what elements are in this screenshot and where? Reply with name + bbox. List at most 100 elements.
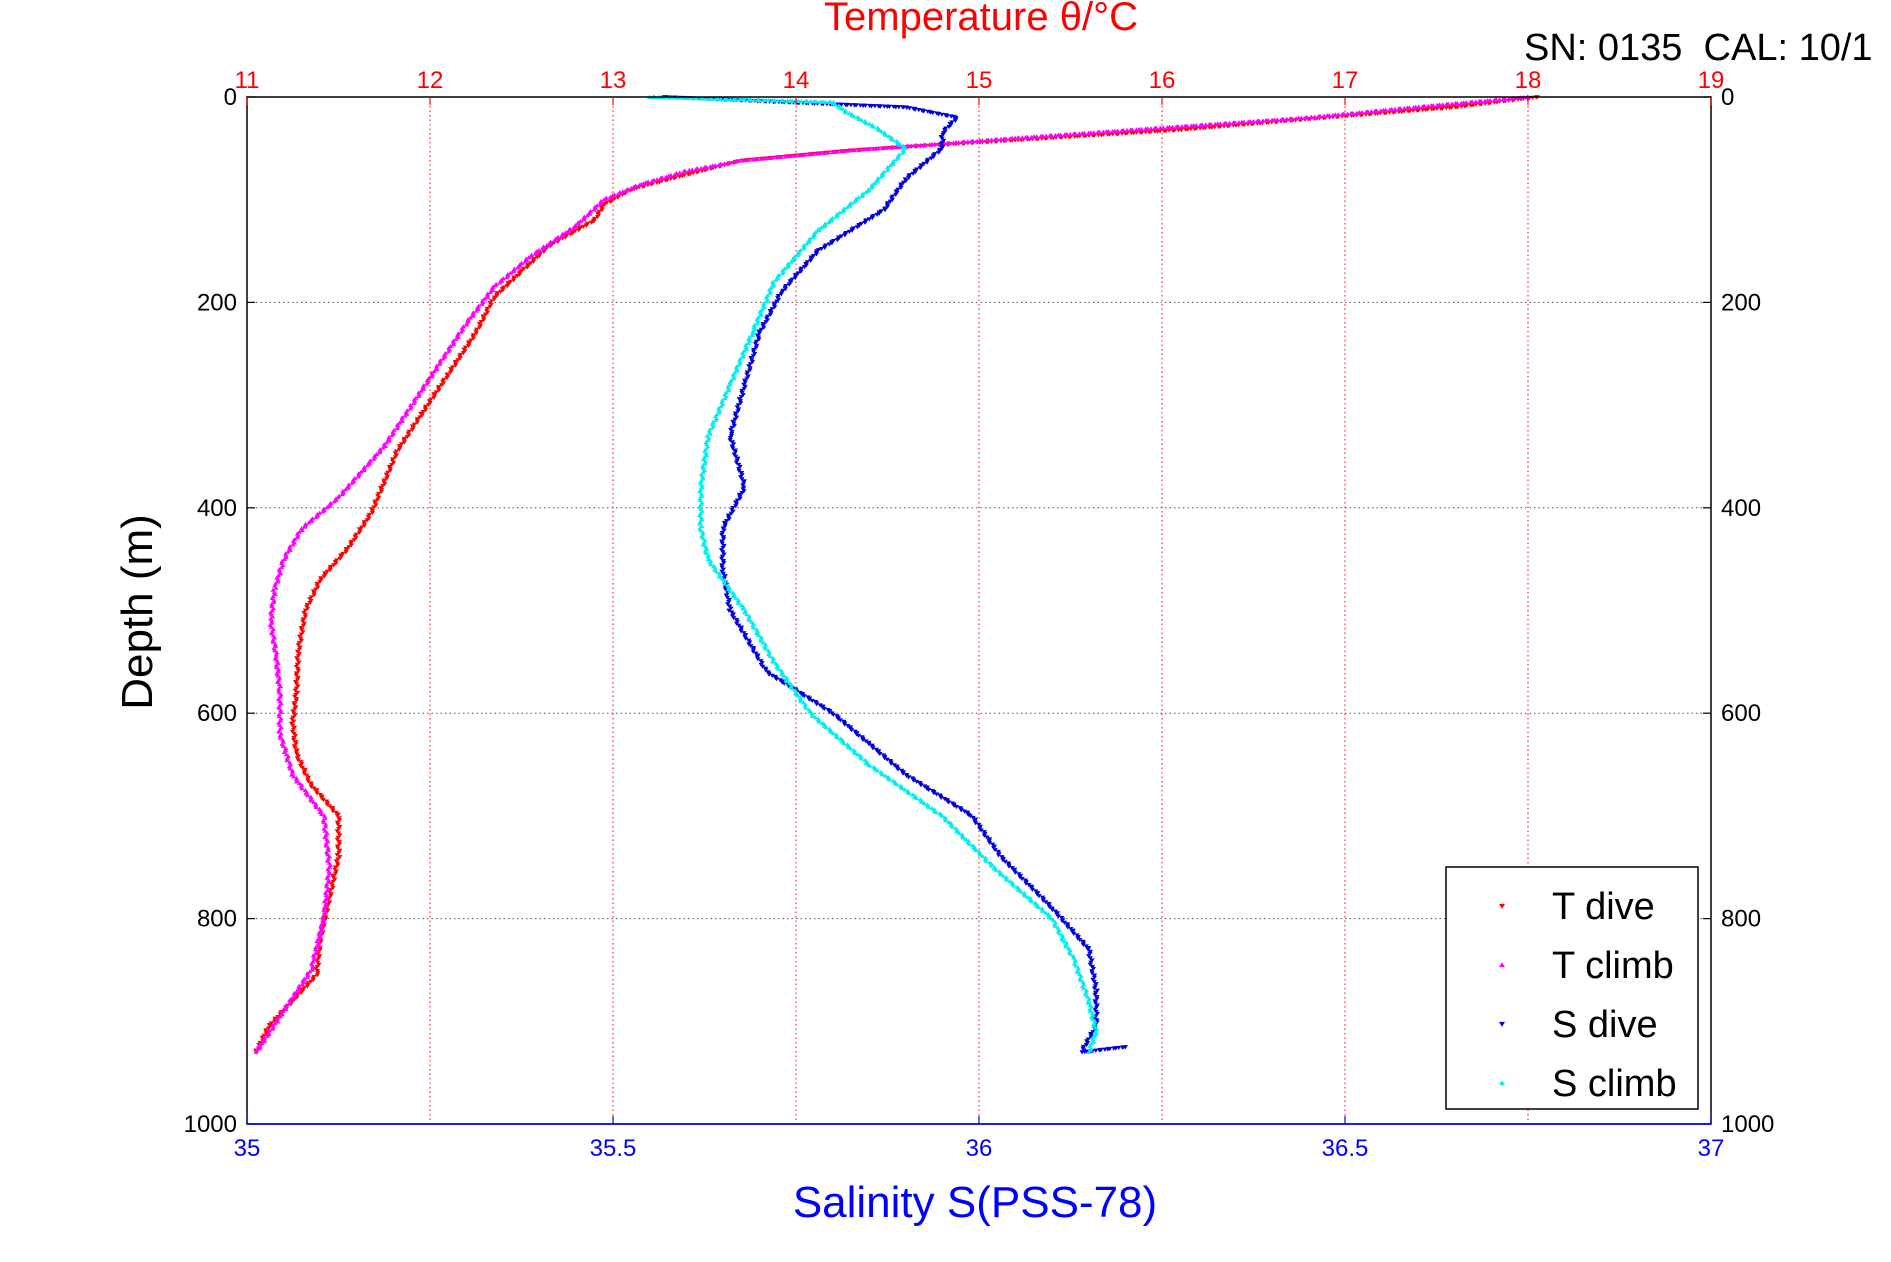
data-point — [716, 570, 723, 576]
data-point — [1011, 883, 1017, 888]
data-point — [893, 157, 899, 162]
data-point — [852, 199, 858, 204]
data-point — [298, 636, 304, 641]
data-point — [420, 409, 426, 415]
data-point — [719, 530, 725, 536]
data-point — [713, 417, 719, 422]
data-point — [844, 204, 850, 210]
data-point — [779, 271, 785, 276]
data-point — [930, 154, 937, 160]
data-point — [378, 489, 384, 495]
data-point — [1164, 125, 1170, 130]
data-point — [864, 146, 870, 152]
data-point — [739, 158, 745, 163]
data-point — [730, 159, 736, 165]
data-point — [1092, 984, 1098, 989]
data-point — [764, 155, 770, 161]
data-point — [434, 363, 440, 368]
data-point — [879, 772, 885, 777]
data-point — [709, 96, 715, 101]
data-point — [274, 1017, 281, 1022]
data-point — [1302, 115, 1308, 120]
data-point — [337, 833, 343, 838]
data-points — [253, 94, 1540, 1055]
data-point — [1396, 109, 1402, 115]
data-point — [1094, 1018, 1100, 1023]
data-point — [719, 563, 725, 568]
data-point — [1119, 128, 1125, 133]
data-point — [292, 688, 298, 693]
data-point — [719, 533, 725, 538]
data-point — [1476, 99, 1482, 104]
data-point — [716, 407, 722, 413]
data-point — [1090, 977, 1096, 983]
data-point — [1183, 127, 1189, 132]
data-point — [789, 686, 795, 691]
data-point — [939, 112, 945, 117]
data-point — [1090, 1035, 1096, 1040]
data-point — [743, 636, 749, 641]
data-point — [1038, 134, 1044, 139]
data-point — [1088, 1045, 1094, 1050]
series-t-climb — [253, 94, 1531, 1054]
temperature-tick-label: 11 — [235, 67, 260, 94]
data-point — [312, 951, 319, 956]
data-point — [595, 214, 601, 220]
data-point — [1070, 953, 1076, 958]
data-point — [910, 171, 916, 176]
temperature-tick-label: 13 — [600, 67, 627, 94]
data-point — [384, 476, 390, 481]
data-point — [734, 368, 740, 373]
data-point — [992, 848, 998, 853]
data-point — [530, 259, 537, 264]
data-point — [719, 569, 725, 574]
data-point — [804, 241, 810, 246]
depth-tick-label: 800 — [197, 906, 237, 933]
data-point — [436, 388, 442, 393]
data-point — [922, 784, 928, 789]
data-point — [295, 654, 302, 659]
data-point — [1087, 956, 1093, 961]
data-point — [911, 778, 917, 783]
data-point — [498, 289, 504, 294]
data-point — [321, 819, 327, 825]
data-point — [866, 121, 872, 126]
data-point — [270, 637, 276, 642]
data-point — [702, 548, 708, 553]
data-point — [785, 264, 791, 269]
data-point — [320, 797, 326, 803]
data-point — [479, 301, 485, 306]
data-point — [649, 178, 655, 184]
data-point — [755, 657, 761, 662]
data-point — [927, 142, 933, 147]
data-point — [895, 767, 901, 772]
data-point — [707, 431, 713, 436]
data-point — [800, 700, 806, 705]
data-point — [847, 148, 853, 153]
data-point — [872, 104, 878, 109]
data-point — [1420, 108, 1426, 113]
data-point — [296, 660, 302, 665]
data-point — [1019, 876, 1025, 882]
data-point — [1090, 1023, 1096, 1028]
data-point — [1009, 866, 1015, 871]
data-point — [591, 219, 597, 224]
data-point — [261, 1039, 268, 1044]
depth-tick-label-right: 200 — [1721, 289, 1761, 316]
data-point — [878, 129, 885, 134]
data-point — [607, 194, 613, 200]
data-point — [1085, 947, 1091, 952]
data-point — [417, 415, 423, 420]
data-point — [718, 548, 725, 553]
data-point — [751, 322, 757, 328]
data-point — [777, 678, 783, 683]
data-point — [1260, 118, 1266, 123]
data-point — [414, 420, 420, 425]
data-point — [961, 809, 968, 814]
data-point — [845, 745, 852, 750]
data-point — [301, 610, 307, 616]
data-point — [703, 439, 709, 445]
data-point — [322, 909, 329, 915]
data-point — [458, 329, 465, 334]
data-point — [721, 561, 727, 566]
